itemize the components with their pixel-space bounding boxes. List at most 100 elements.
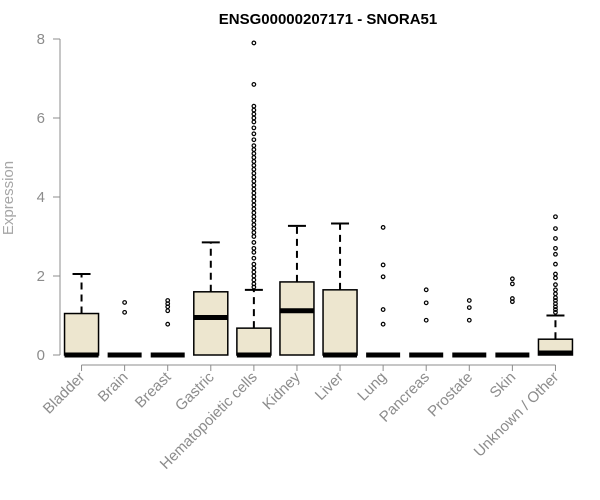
- outlier-point: [553, 245, 558, 251]
- outlier-point: [251, 234, 257, 239]
- outlier-point: [251, 119, 257, 125]
- outlier-point: [423, 317, 429, 323]
- y-tick-label: 0: [37, 347, 45, 364]
- outlier-point: [380, 225, 386, 230]
- y-tick-label: 8: [37, 31, 45, 48]
- outlier-point: [251, 103, 257, 109]
- outlier-point: [251, 174, 257, 180]
- x-tick-label: Brain: [95, 369, 132, 406]
- outlier-point: [251, 107, 257, 113]
- outlier-point: [380, 262, 386, 268]
- outlier-point: [251, 178, 257, 184]
- y-axis: 0 2 4 6 8: [37, 31, 61, 364]
- outlier-point: [553, 282, 558, 288]
- box-rect: [193, 291, 229, 356]
- outlier-point: [380, 274, 386, 280]
- outlier-point: [251, 182, 257, 188]
- box-kidney: [279, 224, 315, 356]
- outlier-point: [251, 277, 257, 283]
- outlier-point: [251, 125, 257, 131]
- outlier-point: [122, 300, 128, 305]
- x-tick-label: Liver: [312, 369, 347, 404]
- y-tick-label: 2: [37, 268, 45, 285]
- outlier-point: [251, 147, 257, 153]
- outlier-point: [380, 321, 386, 327]
- outlier-point: [251, 198, 257, 204]
- box-pancreas: [409, 287, 444, 358]
- outlier-point: [251, 82, 257, 87]
- outlier-point: [165, 321, 171, 327]
- x-tick-label: Prostate: [425, 369, 477, 421]
- box-rect: [236, 327, 272, 356]
- outlier-point: [553, 291, 558, 297]
- outlier-point: [553, 295, 558, 301]
- outlier-point: [251, 162, 257, 168]
- outlier-point: [165, 308, 171, 314]
- outlier-point: [251, 166, 257, 172]
- outlier-point: [251, 218, 257, 224]
- outlier-point: [165, 298, 171, 303]
- outlier-point: [553, 226, 558, 232]
- outlier-point: [509, 296, 515, 301]
- box-rect: [63, 312, 100, 356]
- outlier-point: [251, 194, 257, 200]
- box-skin: [495, 276, 530, 358]
- outlier-point: [251, 226, 257, 232]
- outlier-point: [553, 307, 558, 312]
- x-tick-label: Kidney: [259, 368, 304, 413]
- box-hematopoietic-cells: [236, 40, 272, 358]
- box-breast: [150, 298, 185, 358]
- y-axis-label: Expression: [0, 161, 17, 235]
- outlier-point: [553, 251, 558, 257]
- outlier-point: [553, 298, 558, 303]
- outlier-point: [251, 131, 257, 137]
- box-lung: [366, 225, 401, 358]
- outlier-point: [251, 137, 257, 143]
- outlier-point: [466, 298, 472, 303]
- outlier-point: [251, 281, 257, 287]
- box-rect: [279, 281, 315, 356]
- outlier-point: [466, 317, 472, 323]
- box-liver: [322, 222, 358, 358]
- outlier-point: [509, 281, 515, 287]
- outlier-point: [251, 269, 257, 275]
- outlier-point: [251, 214, 257, 220]
- box-bladder: [63, 273, 100, 358]
- outlier-point: [251, 210, 257, 216]
- outlier-point: [251, 111, 257, 117]
- outlier-point: [553, 287, 558, 293]
- outlier-point: [251, 273, 257, 279]
- outlier-point: [251, 151, 257, 156]
- outlier-point: [251, 190, 257, 196]
- outlier-point: [553, 275, 558, 281]
- outlier-point: [251, 206, 257, 212]
- outlier-point: [251, 159, 257, 164]
- outlier-point: [251, 255, 257, 261]
- box-gastric: [193, 241, 229, 356]
- outlier-point: [553, 236, 558, 241]
- outlier-point: [251, 143, 257, 149]
- chart-title: ENSG00000207171 - SNORA51: [219, 11, 437, 28]
- y-tick-label: 6: [37, 110, 45, 127]
- x-tick-label: Skin: [487, 369, 520, 402]
- outlier-point: [509, 276, 515, 282]
- outlier-point: [251, 230, 257, 235]
- box-prostate: [452, 298, 487, 358]
- outlier-point: [251, 261, 257, 267]
- outlier-point: [251, 115, 257, 121]
- y-tick-label: 4: [37, 189, 45, 206]
- outlier-point: [423, 287, 429, 293]
- outlier-point: [251, 202, 257, 208]
- outlier-point: [251, 170, 257, 176]
- outlier-point: [251, 240, 257, 245]
- box-rect: [322, 289, 358, 356]
- box-brain: [107, 300, 142, 358]
- outlier-point: [553, 271, 558, 277]
- outlier-point: [466, 305, 472, 311]
- x-tick-label: Bladder: [40, 369, 89, 418]
- outlier-point: [251, 245, 257, 251]
- outlier-point: [251, 265, 257, 271]
- outlier-point: [251, 40, 257, 46]
